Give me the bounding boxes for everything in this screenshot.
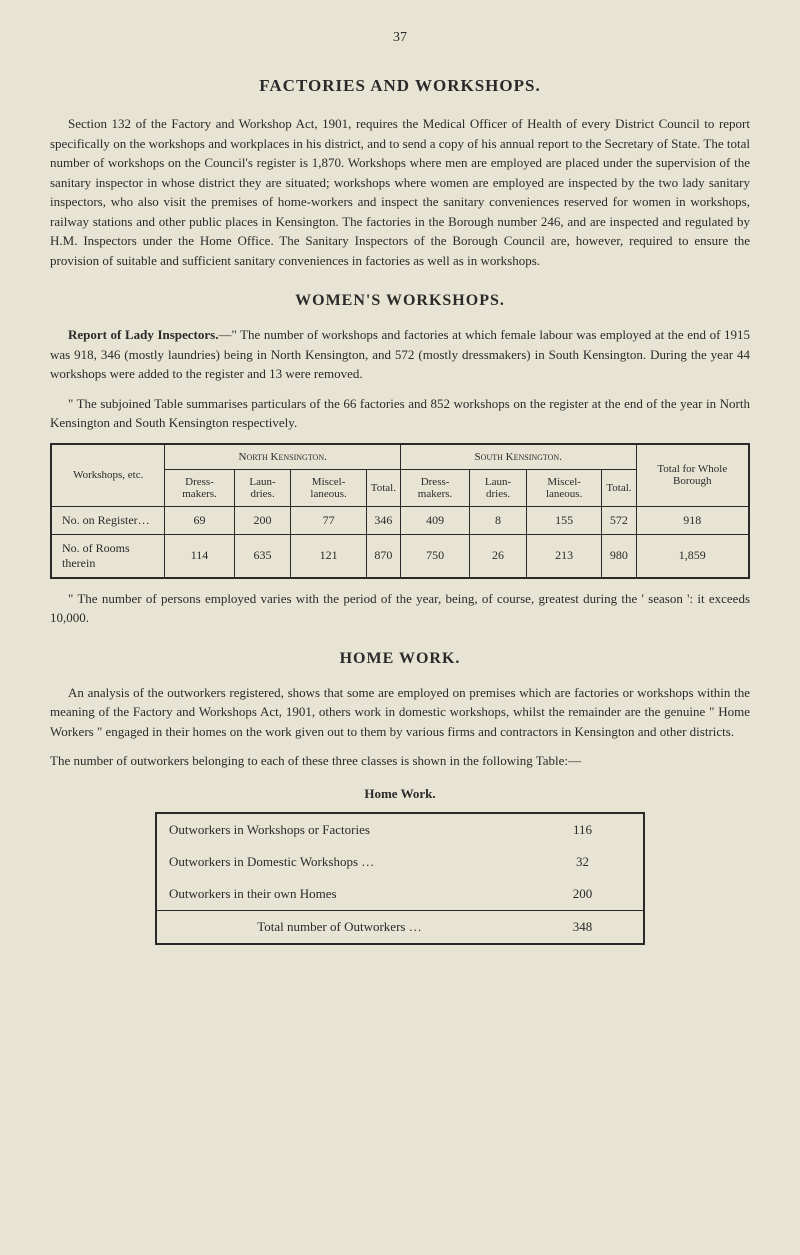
table-header-row-1: Workshops, etc. North Kensington. South … — [51, 444, 749, 470]
table-cell: 980 — [602, 534, 636, 578]
south-total-header: Total. — [602, 469, 636, 506]
north-misc-header: Miscel-laneous. — [291, 469, 366, 506]
table-cell: 114 — [165, 534, 234, 578]
row1-label: No. on Register… — [51, 506, 165, 534]
table-cell: 409 — [400, 506, 469, 534]
womens-paragraph-2: " The subjoined Table summarises particu… — [50, 394, 750, 433]
home-row-label: Outworkers in Workshops or Factories — [156, 813, 522, 846]
north-dressmakers-header: Dress-makers. — [165, 469, 234, 506]
home-work-table: Outworkers in Workshops or Factories 116… — [155, 812, 645, 945]
homework-heading: HOME WORK. — [50, 650, 750, 668]
table-row: Outworkers in Domestic Workshops … 32 — [156, 846, 644, 878]
table-cell: 200 — [234, 506, 291, 534]
table-cell: 213 — [526, 534, 601, 578]
north-total-header: Total. — [366, 469, 400, 506]
table-row: No. on Register… 69 200 77 346 409 8 155… — [51, 506, 749, 534]
total-borough-header: Total for Whole Borough — [636, 444, 749, 507]
table-cell: 121 — [291, 534, 366, 578]
south-kensington-header: South Kensington. — [400, 444, 636, 470]
homework-paragraph-2: The number of outworkers belonging to ea… — [50, 751, 750, 771]
table-row: Outworkers in their own Homes 200 — [156, 878, 644, 911]
home-total-label: Total number of Outworkers … — [156, 910, 522, 944]
north-laundries-header: Laun-dries. — [234, 469, 291, 506]
table-cell: 635 — [234, 534, 291, 578]
home-row-value: 200 — [522, 878, 644, 911]
homework-paragraph-1: An analysis of the outworkers registered… — [50, 683, 750, 742]
table-cell: 1,859 — [636, 534, 749, 578]
factories-heading: FACTORIES AND WORKSHOPS. — [50, 76, 750, 96]
table-row: Outworkers in Workshops or Factories 116 — [156, 813, 644, 846]
home-row-value: 32 — [522, 846, 644, 878]
south-dressmakers-header: Dress-makers. — [400, 469, 469, 506]
workshops-header: Workshops, etc. — [51, 444, 165, 507]
table-cell: 155 — [526, 506, 601, 534]
table-cell: 26 — [470, 534, 527, 578]
table-cell: 346 — [366, 506, 400, 534]
home-row-label: Outworkers in Domestic Workshops … — [156, 846, 522, 878]
factories-paragraph-1: Section 132 of the Factory and Workshop … — [50, 114, 750, 270]
after-table-paragraph: " The number of persons employed varies … — [50, 589, 750, 628]
table-cell: 572 — [602, 506, 636, 534]
womens-paragraph-1: Report of Lady Inspectors.—" The number … — [50, 325, 750, 384]
report-prefix: Report of Lady Inspectors. — [68, 327, 218, 342]
home-row-label: Outworkers in their own Homes — [156, 878, 522, 911]
south-laundries-header: Laun-dries. — [470, 469, 527, 506]
home-work-caption: Home Work. — [50, 786, 750, 802]
home-row-value: 116 — [522, 813, 644, 846]
womens-workshops-heading: WOMEN'S WORKSHOPS. — [50, 292, 750, 310]
page-number: 37 — [50, 30, 750, 46]
table-cell: 918 — [636, 506, 749, 534]
table-row: No. of Rooms therein 114 635 121 870 750… — [51, 534, 749, 578]
home-total-value: 348 — [522, 910, 644, 944]
south-misc-header: Miscel-laneous. — [526, 469, 601, 506]
table-cell: 8 — [470, 506, 527, 534]
table-cell: 77 — [291, 506, 366, 534]
table-cell: 870 — [366, 534, 400, 578]
table-cell: 69 — [165, 506, 234, 534]
table-total-row: Total number of Outworkers … 348 — [156, 910, 644, 944]
document-page: 37 FACTORIES AND WORKSHOPS. Section 132 … — [0, 0, 800, 1255]
row2-label: No. of Rooms therein — [51, 534, 165, 578]
north-kensington-header: North Kensington. — [165, 444, 401, 470]
workshops-table: Workshops, etc. North Kensington. South … — [50, 443, 750, 579]
table-cell: 750 — [400, 534, 469, 578]
